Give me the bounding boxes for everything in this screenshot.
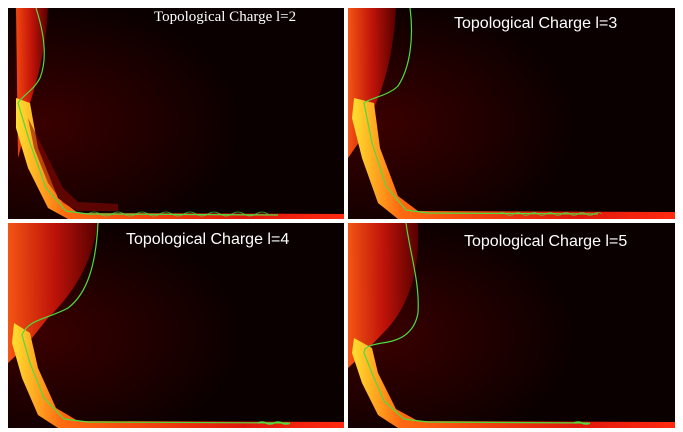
green-curve-charge-3: [363, 8, 599, 215]
heatmap-charge-2: [8, 8, 344, 219]
green-curve-charge-4: [21, 223, 289, 424]
panel-charge-4: Topological Charge l=4: [8, 223, 344, 428]
green-curve-charge-5: [363, 223, 589, 424]
green-curve-charge-2: [17, 8, 279, 216]
panel-title: Topological Charge l=3: [454, 15, 618, 32]
panel-charge-2: Topological Charge l=2: [8, 8, 344, 219]
panel-title: Topological Charge l=5: [464, 233, 628, 250]
heatmap-charge-5: [348, 223, 675, 428]
panel-title: Topological Charge l=4: [126, 231, 290, 248]
panel-title: Topological Charge l=2: [154, 9, 297, 25]
panel-charge-3: Topological Charge l=3: [348, 8, 675, 219]
heatmap-charge-4: [8, 223, 344, 428]
heatmap-charge-3: [348, 8, 675, 219]
panel-charge-5: Topological Charge l=5: [348, 223, 675, 428]
